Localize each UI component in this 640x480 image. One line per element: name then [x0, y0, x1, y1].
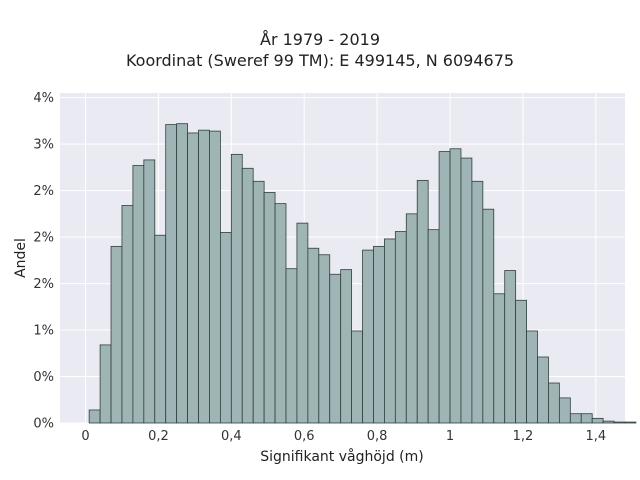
histogram-bar — [154, 234, 167, 424]
y-tick-label: 2% — [33, 277, 54, 292]
histogram-bar — [110, 245, 123, 424]
y-tick-label: 0% — [33, 417, 54, 432]
histogram-bar — [405, 213, 418, 424]
histogram-bar — [176, 123, 188, 424]
histogram-bar — [329, 273, 342, 424]
y-tick-label: 4% — [33, 91, 54, 106]
x-axis-label: Signifikant våghöjd (m) — [260, 448, 423, 465]
histogram-bar — [504, 270, 517, 424]
histogram-bar — [198, 129, 210, 424]
histogram-bar — [493, 293, 506, 424]
histogram-bar — [460, 157, 473, 424]
chart-title: År 1979 - 2019 — [260, 30, 380, 49]
histogram-bar — [88, 409, 101, 424]
histogram-bar — [263, 192, 276, 424]
x-tick-label: 0,8 — [367, 429, 388, 444]
x-tick-label: 0,4 — [221, 429, 242, 444]
histogram-bar — [591, 417, 604, 424]
histogram-bar — [384, 238, 396, 424]
histogram-bar — [99, 344, 112, 424]
histogram-bar — [580, 413, 593, 424]
histogram-bar — [209, 130, 221, 424]
x-tick-label: 1,4 — [585, 429, 606, 444]
histogram-bar — [482, 208, 495, 424]
histogram-bar — [569, 413, 582, 424]
histogram-bar — [438, 151, 451, 424]
histogram-bar — [143, 159, 156, 424]
y-tick-label: 2% — [33, 231, 54, 246]
histogram-bar — [274, 203, 287, 424]
histogram-bar — [471, 180, 484, 424]
histogram-bar — [318, 254, 331, 424]
y-axis-label: Andel — [13, 238, 29, 278]
histogram-bar — [427, 229, 440, 424]
chart-subtitle: Koordinat (Sweref 99 TM): E 499145, N 60… — [125, 51, 515, 70]
x-tick-label: 0,6 — [294, 429, 315, 444]
histogram-bar — [230, 153, 243, 424]
histogram-bar — [515, 299, 527, 424]
histogram-bar — [362, 249, 374, 424]
x-tick-label: 1 — [446, 429, 454, 444]
histogram-bar — [241, 167, 254, 424]
histogram-bar — [285, 268, 298, 424]
histogram-bar — [219, 232, 232, 424]
histogram-bar — [602, 420, 615, 424]
y-tick-label: 2% — [33, 184, 54, 199]
histogram-bar — [548, 382, 560, 424]
histogram-bar — [187, 132, 199, 424]
histogram-bar — [394, 231, 407, 424]
histogram-bar — [165, 124, 178, 424]
x-tick-label: 0,2 — [148, 429, 169, 444]
histogram-bar — [121, 205, 134, 424]
x-tick-label: 0 — [81, 429, 89, 444]
y-tick-label: 1% — [33, 324, 54, 339]
histogram-bar — [132, 165, 145, 424]
histogram-bar — [340, 269, 353, 424]
histogram-bar — [624, 421, 637, 424]
histogram-bar — [558, 397, 571, 424]
y-tick-label: 0% — [33, 370, 54, 385]
histogram-bar — [416, 179, 429, 424]
histogram-bar — [351, 330, 363, 424]
histogram-bar — [537, 356, 549, 424]
y-tick-label: 3% — [33, 138, 54, 153]
histogram-bar — [526, 330, 538, 424]
histogram-bar — [252, 180, 265, 424]
histogram-bar — [296, 222, 309, 424]
histogram-bar — [307, 247, 320, 424]
x-tick-label: 1,2 — [513, 429, 534, 444]
histogram-bar — [449, 148, 462, 424]
histogram-bar — [373, 245, 385, 424]
histogram-bar — [613, 421, 626, 424]
